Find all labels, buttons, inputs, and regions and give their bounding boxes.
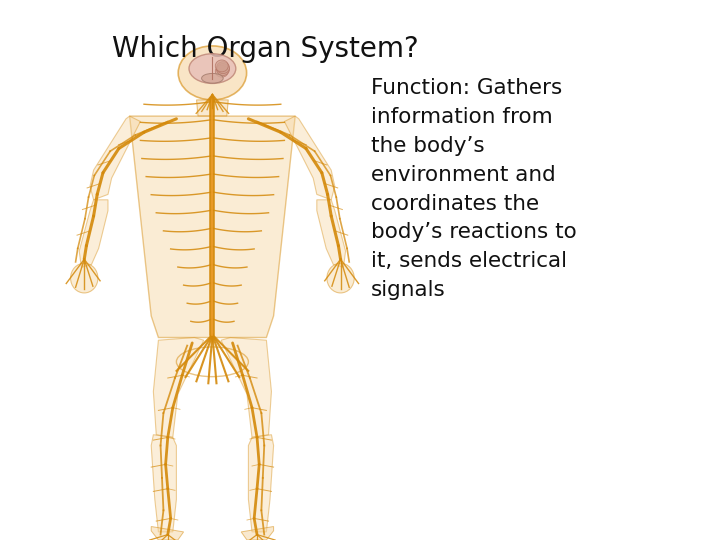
Polygon shape	[90, 116, 140, 200]
Polygon shape	[221, 338, 271, 437]
Ellipse shape	[215, 60, 228, 72]
Polygon shape	[317, 200, 346, 267]
Text: Which Organ System?: Which Organ System?	[112, 35, 418, 63]
Ellipse shape	[179, 46, 246, 100]
Polygon shape	[151, 526, 184, 540]
Ellipse shape	[71, 263, 98, 293]
Polygon shape	[284, 116, 335, 200]
Polygon shape	[153, 338, 204, 437]
Polygon shape	[130, 116, 295, 338]
Ellipse shape	[217, 62, 230, 73]
Text: Function: Gathers
information from
the body’s
environment and
coordinates the
bo: Function: Gathers information from the b…	[371, 78, 577, 300]
Ellipse shape	[202, 73, 223, 83]
Polygon shape	[248, 435, 274, 532]
Polygon shape	[151, 435, 176, 532]
Polygon shape	[79, 200, 108, 267]
Polygon shape	[241, 526, 274, 540]
Ellipse shape	[217, 64, 230, 76]
Polygon shape	[197, 100, 228, 116]
Ellipse shape	[189, 53, 236, 84]
Ellipse shape	[327, 263, 354, 293]
Ellipse shape	[215, 65, 228, 77]
